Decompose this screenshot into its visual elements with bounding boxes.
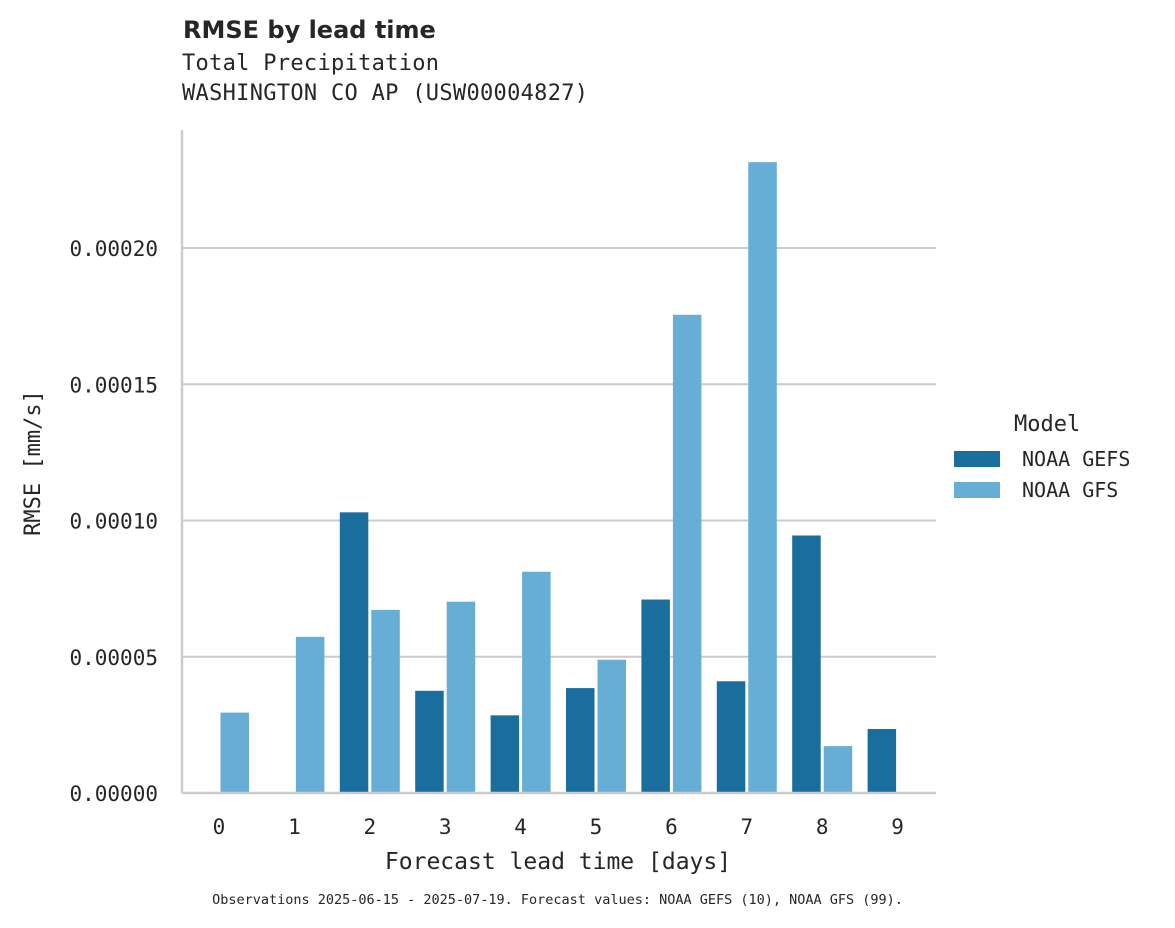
x-tick-label: 1 [288, 815, 301, 839]
y-tick-label: 0.00020 [69, 237, 158, 261]
bar-noaa-gefs-9 [867, 728, 897, 793]
legend-swatch-gefs [954, 450, 1000, 467]
legend-title: Model [1014, 412, 1081, 437]
x-tick-label: 6 [665, 815, 678, 839]
y-tick-label: 0.00005 [69, 646, 158, 670]
x-tick-labels: 0 1 2 3 4 5 6 7 8 9 [213, 815, 904, 839]
chart-subtitle-variable: Total Precipitation [182, 51, 440, 76]
bar-noaa-gfs-2 [371, 609, 400, 793]
bar-noaa-gfs-7 [748, 162, 777, 794]
bar-noaa-gefs-7 [716, 681, 746, 793]
x-tick-label: 3 [439, 815, 452, 839]
x-tick-label: 2 [363, 815, 376, 839]
bar-noaa-gefs-5 [566, 688, 595, 793]
bars [220, 162, 897, 794]
x-tick-label: 0 [213, 815, 226, 839]
bar-noaa-gfs-5 [597, 659, 626, 793]
bar-noaa-gfs-1 [295, 636, 325, 793]
footnote: Observations 2025-06-15 - 2025-07-19. Fo… [212, 892, 903, 908]
bar-noaa-gefs-4 [490, 715, 520, 793]
y-tick-labels: 0.00000 0.00005 0.00010 0.00015 0.00020 [69, 237, 158, 806]
y-tick-label: 0.00010 [69, 510, 158, 534]
gridlines [182, 247, 936, 658]
legend-label: NOAA GFS [1022, 477, 1119, 502]
bar-noaa-gfs-0 [220, 712, 249, 793]
bar-noaa-gfs-6 [672, 314, 702, 793]
y-tick-label: 0.00000 [69, 782, 158, 806]
bar-noaa-gefs-2 [339, 512, 369, 793]
bar-noaa-gfs-8 [823, 746, 853, 793]
legend-label: NOAA GEFS [1022, 446, 1131, 471]
x-tick-label: 4 [514, 815, 527, 839]
x-tick-label: 7 [740, 815, 753, 839]
bar-noaa-gefs-8 [792, 535, 821, 793]
bar-noaa-gfs-4 [522, 571, 551, 793]
legend-item-gfs: NOAA GFS [954, 474, 1130, 505]
x-axis-label: Forecast lead time [days] [385, 849, 731, 875]
y-axis-label: RMSE [mm/s] [21, 390, 46, 536]
bar-noaa-gfs-3 [446, 601, 476, 793]
x-tick-label: 5 [590, 815, 603, 839]
legend: Model NOAA GEFS NOAA GFS [954, 412, 1130, 505]
y-tick-label: 0.00015 [69, 373, 158, 397]
chart-title: RMSE by lead time [183, 16, 436, 44]
bar-noaa-gefs-6 [641, 599, 670, 793]
chart-subtitle-station: WASHINGTON CO AP (USW00004827) [182, 81, 589, 106]
bar-noaa-gefs-3 [415, 690, 444, 793]
legend-swatch-gfs [954, 481, 1000, 498]
legend-item-gefs: NOAA GEFS [954, 443, 1130, 474]
x-tick-label: 9 [891, 815, 904, 839]
x-tick-label: 8 [816, 815, 829, 839]
